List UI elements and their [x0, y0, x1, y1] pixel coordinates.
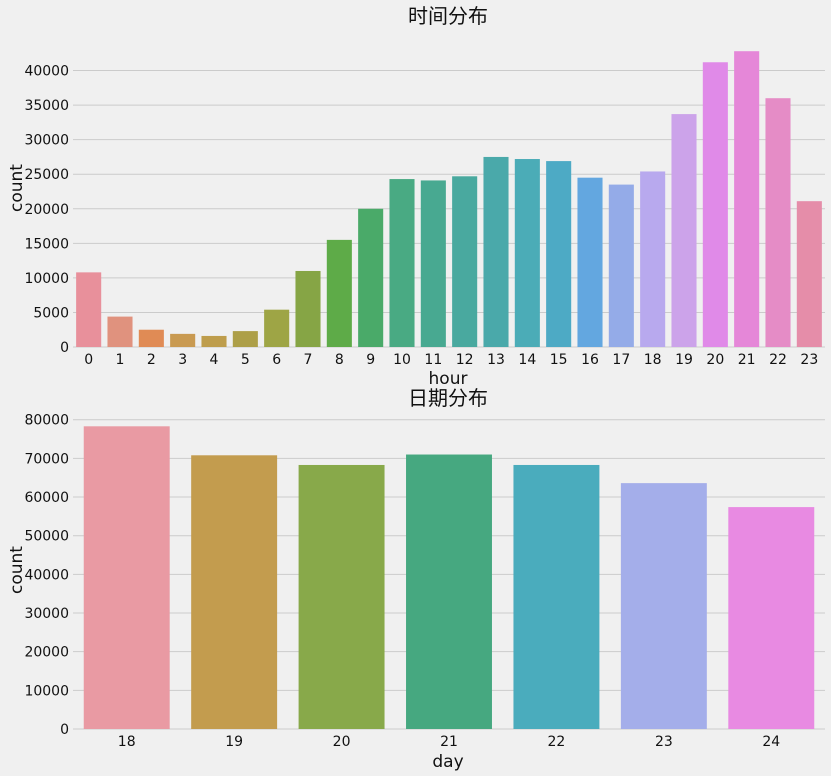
day-chart-title: 日期分布: [408, 386, 488, 410]
x-tick-label: 4: [210, 352, 219, 368]
y-tick-label: 80000: [24, 413, 69, 429]
bar-19: [191, 455, 278, 729]
day-chart-ylabel: count: [7, 546, 27, 594]
bar-5: [232, 331, 258, 347]
x-tick-label: 13: [487, 352, 505, 368]
y-tick-label: 20000: [24, 645, 69, 661]
bar-11: [420, 180, 446, 347]
x-tick-label: 10: [393, 352, 411, 368]
bar-1: [107, 316, 133, 347]
x-tick-label: 3: [178, 352, 187, 368]
x-tick-label: 19: [675, 352, 693, 368]
x-tick-label: 7: [304, 352, 313, 368]
bar-3: [170, 333, 196, 347]
bar-23: [796, 201, 822, 347]
y-tick-label: 20000: [24, 202, 69, 218]
x-tick-label: 20: [706, 352, 724, 368]
x-tick-label: 8: [335, 352, 344, 368]
bar-21: [734, 51, 760, 348]
y-tick-label: 40000: [24, 567, 69, 583]
x-tick-label: 11: [424, 352, 442, 368]
x-tick-label: 21: [738, 352, 756, 368]
x-tick-label: 6: [272, 352, 281, 368]
x-tick-label: 18: [644, 352, 662, 368]
bar-17: [608, 184, 634, 347]
y-tick-label: 30000: [24, 606, 69, 622]
y-tick-label: 35000: [24, 98, 69, 114]
x-tick-label: 1: [116, 352, 125, 368]
y-tick-label: 25000: [24, 167, 69, 183]
y-tick-label: 50000: [24, 529, 69, 545]
hour-chart-ylabel: count: [7, 164, 27, 212]
x-tick-label: 9: [366, 352, 375, 368]
bar-19: [671, 114, 697, 348]
day-distribution-chart: 日期分布 0 10000 20000 30000 40000 50000 60000 7000…: [7, 386, 825, 772]
bar-18: [83, 426, 170, 729]
x-tick-label: 24: [762, 734, 780, 750]
bar-20: [298, 464, 385, 729]
bar-24: [728, 507, 815, 729]
bar-16: [577, 177, 603, 347]
bar-21: [406, 454, 492, 729]
y-tick-label: 15000: [24, 236, 69, 252]
bar-13: [483, 156, 509, 347]
bar-14: [514, 159, 540, 347]
y-tick-label: 40000: [24, 64, 69, 80]
x-tick-label: 22: [769, 352, 787, 368]
y-tick-label: 0: [60, 722, 69, 738]
bar-22: [765, 98, 791, 347]
y-tick-label: 10000: [24, 683, 69, 699]
hour-distribution-chart: 时间分布 0 5000 10000 15000 20000 25000 30000 35000…: [7, 4, 825, 389]
bar-23: [620, 483, 707, 729]
x-tick-label: 2: [147, 352, 156, 368]
day-chart-xlabel: day: [432, 752, 463, 772]
x-tick-label: 15: [550, 352, 568, 368]
x-tick-label: 18: [118, 734, 136, 750]
bar-12: [452, 176, 478, 347]
x-tick-label: 12: [456, 352, 474, 368]
x-tick-label: 19: [225, 734, 243, 750]
y-tick-label: 30000: [24, 133, 69, 149]
y-tick-label: 10000: [24, 271, 69, 287]
bar-15: [546, 161, 572, 347]
x-tick-label: 14: [518, 352, 536, 368]
bar-18: [640, 171, 666, 347]
bar-4: [201, 335, 227, 347]
bar-9: [358, 208, 384, 347]
y-tick-label: 0: [60, 340, 69, 356]
bar-0: [76, 272, 102, 347]
x-tick-label: 17: [612, 352, 630, 368]
bar-20: [702, 62, 728, 348]
x-tick-label: 5: [241, 352, 250, 368]
y-tick-label: 70000: [24, 451, 69, 467]
hour-chart-title: 时间分布: [408, 4, 488, 28]
x-tick-label: 22: [548, 734, 566, 750]
bar-6: [264, 309, 290, 347]
bar-2: [138, 329, 164, 347]
y-tick-label: 60000: [24, 490, 69, 506]
bar-8: [326, 239, 352, 347]
hour-chart-xlabel: hour: [429, 369, 468, 389]
bar-10: [389, 179, 415, 347]
x-tick-label: 0: [84, 352, 93, 368]
x-tick-label: 16: [581, 352, 599, 368]
bar-7: [295, 270, 321, 347]
x-tick-label: 21: [440, 734, 458, 750]
bar-22: [513, 464, 600, 729]
x-tick-label: 20: [333, 734, 351, 750]
y-tick-label: 5000: [33, 305, 69, 321]
x-tick-label: 23: [655, 734, 673, 750]
x-tick-label: 23: [800, 352, 818, 368]
